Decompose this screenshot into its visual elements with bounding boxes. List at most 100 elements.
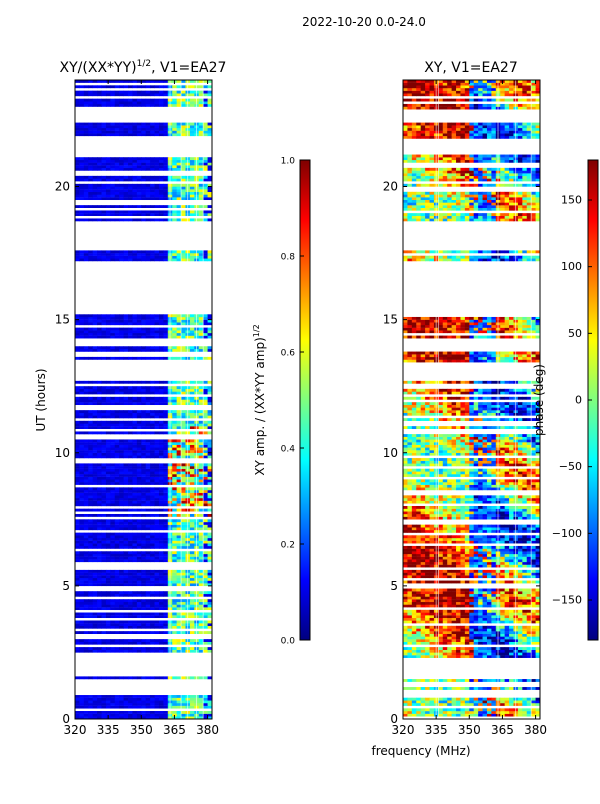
heatmap-cell — [124, 333, 129, 336]
heatmap-cell — [465, 679, 470, 682]
heatmap-cell — [474, 626, 479, 629]
heatmap-cell — [106, 700, 111, 703]
heatmap-cell — [416, 631, 421, 634]
heatmap-cell — [97, 187, 102, 190]
heatmap-cell — [159, 410, 164, 413]
heatmap-cell — [106, 101, 111, 104]
heatmap-cell — [115, 413, 120, 416]
heatmap-cell — [84, 482, 89, 485]
heatmap-cell — [425, 581, 430, 584]
heatmap-cell — [150, 426, 155, 429]
heatmap-cell — [438, 626, 443, 629]
heatmap-cell — [79, 535, 84, 538]
heatmap-cell — [128, 413, 133, 416]
heatmap-cell — [102, 165, 107, 168]
heatmap-cell — [119, 495, 124, 498]
heatmap-cell — [106, 125, 111, 128]
heatmap-cell — [84, 125, 89, 128]
heatmap-cell — [460, 698, 465, 701]
heatmap-cell — [102, 160, 107, 163]
heatmap-cell — [84, 400, 89, 403]
heatmap-cell — [403, 636, 408, 639]
heatmap-cell — [93, 642, 98, 645]
heatmap-cell — [469, 634, 474, 637]
heatmap-cell — [128, 575, 133, 578]
heatmap-cell — [146, 125, 151, 128]
heatmap-cell — [447, 594, 452, 597]
heatmap-cell — [97, 439, 102, 442]
heatmap-cell — [146, 676, 151, 679]
heatmap-cell — [460, 589, 465, 592]
heatmap-cell — [181, 165, 186, 168]
heatmap-cell — [146, 493, 151, 496]
heatmap-cell — [132, 538, 137, 541]
heatmap-cell — [452, 698, 457, 701]
heatmap-cell — [79, 386, 84, 389]
heatmap-cell — [106, 466, 111, 469]
heatmap-cell — [190, 607, 195, 610]
heatmap-cell — [84, 322, 89, 325]
heatmap-cell — [203, 397, 208, 400]
heatmap-cell — [190, 495, 195, 498]
heatmap-cell — [443, 589, 448, 592]
heatmap-cell — [203, 99, 208, 102]
heatmap-cell — [509, 639, 514, 642]
heatmap-cell — [75, 613, 80, 616]
heatmap-cell — [163, 381, 168, 384]
heatmap-cell — [106, 575, 111, 578]
heatmap-cell — [465, 703, 470, 706]
heatmap-cell — [203, 498, 208, 501]
heatmap-cell — [403, 708, 408, 711]
heatmap-cell — [438, 597, 443, 600]
heatmap-cell — [102, 631, 107, 634]
heatmap-cell — [155, 509, 160, 512]
heatmap-cell — [500, 647, 505, 650]
heatmap-cell — [407, 626, 412, 629]
heatmap-cell — [84, 421, 89, 424]
heatmap-cell — [75, 525, 80, 528]
heatmap-cell — [155, 631, 160, 634]
heatmap-cell — [75, 104, 80, 107]
heatmap-cell — [102, 676, 107, 679]
heatmap-cell — [75, 160, 80, 163]
heatmap-cell — [128, 104, 133, 107]
heatmap-cell — [141, 450, 146, 453]
heatmap-cell — [150, 168, 155, 171]
heatmap-cell — [430, 628, 435, 631]
heatmap-cell — [141, 453, 146, 456]
heatmap-cell — [124, 647, 129, 650]
heatmap-cell — [146, 346, 151, 349]
heatmap-cell — [132, 514, 137, 517]
heatmap-cell — [141, 490, 146, 493]
heatmap-cell — [124, 575, 129, 578]
heatmap-cell — [97, 93, 102, 96]
heatmap-cell — [509, 634, 514, 637]
heatmap-cell — [505, 634, 510, 637]
heatmap-cell — [79, 519, 84, 522]
heatmap-cell — [203, 421, 208, 424]
heatmap-cell — [84, 615, 89, 618]
heatmap-cell — [141, 168, 146, 171]
heatmap-cell — [500, 636, 505, 639]
heatmap-cell — [203, 157, 208, 160]
heatmap-cell — [93, 184, 98, 187]
heatmap-cell — [456, 679, 461, 682]
heatmap-cell — [483, 679, 488, 682]
heatmap-cell — [159, 711, 164, 714]
heatmap-cell — [97, 165, 102, 168]
heatmap-cell — [106, 91, 111, 94]
heatmap-cell — [500, 602, 505, 605]
heatmap-cell — [128, 205, 133, 208]
heatmap-cell — [163, 639, 168, 642]
heatmap-cell — [93, 474, 98, 477]
heatmap-cell — [115, 328, 120, 331]
heatmap-cell — [128, 381, 133, 384]
heatmap-cell — [124, 538, 129, 541]
heatmap-cell — [115, 397, 120, 400]
heatmap-cell — [97, 698, 102, 701]
heatmap-cell — [102, 157, 107, 160]
heatmap-cell — [421, 639, 426, 642]
heatmap-cell — [75, 599, 80, 602]
heatmap-cell — [159, 133, 164, 136]
heatmap-cell — [132, 471, 137, 474]
